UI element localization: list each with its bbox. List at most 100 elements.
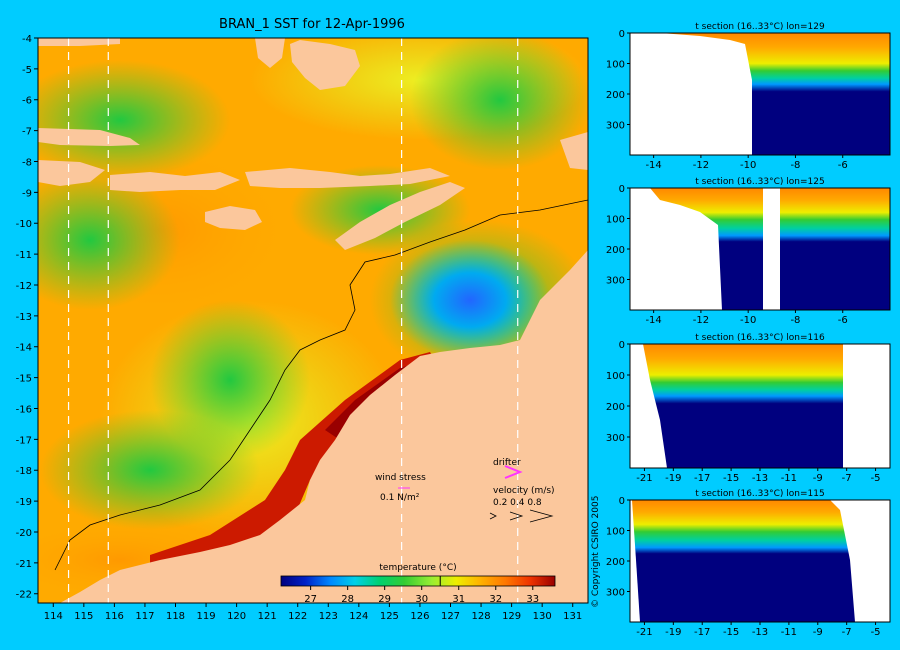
section-lines	[67, 38, 519, 603]
colorbar-tick-label: 33	[526, 594, 539, 605]
section-y-tick-label: 200	[606, 90, 625, 101]
x-tick-label: 122	[288, 611, 307, 622]
section-x-tick-label: -12	[693, 315, 709, 326]
island-flores	[245, 168, 450, 188]
drifter-marker-icon	[504, 465, 523, 479]
section-y-tick-label: 300	[606, 276, 625, 287]
section-title: t section (16..33°C) lon=115	[695, 489, 824, 499]
map-frame	[37, 37, 589, 604]
section-title: t section (16..33°C) lon=125	[695, 177, 824, 187]
section-x-tick-label: -21	[636, 627, 652, 638]
velocity-label: velocity (m/s)	[493, 486, 555, 496]
y-tick-label: -6	[22, 96, 32, 107]
x-tick-label: 127	[441, 611, 460, 622]
depth-sections: t section (16..33°C) lon=129 -14 -12 -10 -8 -…	[606, 22, 891, 638]
section-y-tick-label: 200	[606, 245, 625, 256]
section-seafloor-mask	[630, 188, 722, 310]
y-tick-label: -9	[22, 188, 32, 199]
x-tick-label: 128	[472, 611, 491, 622]
y-tick-label: -18	[16, 466, 32, 477]
section-x-tick-label: -13	[752, 473, 768, 484]
section-title: t section (16..33°C) lon=116	[695, 333, 825, 343]
island-java	[38, 128, 140, 146]
colorbar-tick-label: 27	[304, 594, 317, 605]
y-tick-label: -20	[16, 528, 32, 539]
section-y-tick-label: 300	[606, 588, 625, 599]
x-tick-label: 129	[502, 611, 521, 622]
x-tick-label: 114	[44, 611, 63, 622]
island-sulawesi-tip	[255, 38, 285, 68]
island-north	[290, 40, 360, 90]
y-tick-label: -14	[16, 343, 32, 354]
isobath-contour	[54, 199, 588, 571]
section-seafloor-mask	[822, 500, 890, 622]
colorbar	[280, 575, 556, 587]
island-bali	[38, 160, 105, 186]
colorbar-ticks: 27 28 29 30 31 32 33	[304, 576, 539, 605]
section-x-tick-label: -8	[790, 315, 800, 326]
y-tick-label: -16	[16, 404, 32, 415]
island-east	[560, 132, 588, 170]
section-seafloor-mask	[630, 344, 667, 468]
section-x-tick-label: -12	[693, 160, 709, 171]
x-tick-label: 118	[166, 611, 185, 622]
section-x-tick-label: -7	[842, 627, 852, 638]
depth-section-panel: t section (16..33°C) lon=115 -21 -19 -17 -15…	[606, 489, 891, 638]
section-seafloor-mask	[843, 344, 890, 468]
y-tick-label: -22	[16, 590, 32, 601]
x-tick-label: 130	[533, 611, 552, 622]
section-x-tick-label: -17	[694, 473, 710, 484]
section-y-tick-label: 300	[606, 121, 625, 132]
depth-section-panel: t section (16..33°C) lon=125 -14 -12 -10 -8 -…	[606, 177, 891, 326]
sst-patch	[390, 240, 550, 360]
section-x-tick-label: -9	[813, 473, 823, 484]
velocity-arrows-icon	[489, 509, 554, 523]
y-tick-label: -21	[16, 559, 32, 570]
y-tick-label: -8	[22, 157, 32, 168]
island-northwest	[38, 38, 120, 46]
section-x-tick-label: -19	[665, 627, 681, 638]
section-x-tick-label: -5	[871, 627, 881, 638]
sst-patch	[410, 38, 588, 170]
depth-section-panel: t section (16..33°C) lon=116 -21 -19 -17 -15…	[606, 333, 891, 484]
section-y-tick-label: 200	[606, 402, 625, 413]
x-tick-label: 123	[319, 611, 338, 622]
section-x-tick-label: -6	[838, 160, 848, 171]
section-x-tick-label: -13	[752, 627, 768, 638]
chart-title: BRAN_1 SST for 12-Apr-1996	[219, 17, 405, 32]
y-tick-label: -12	[16, 281, 32, 292]
section-x-tick-label: -14	[645, 160, 661, 171]
section-x-tick-label: -15	[723, 473, 739, 484]
y-tick-label: -10	[16, 219, 32, 230]
colorbar-tick-label: 29	[378, 594, 391, 605]
sst-map	[38, 38, 588, 603]
colorbar-tick-label: 30	[415, 594, 428, 605]
colorbar-tick-label: 31	[452, 594, 465, 605]
x-tick-label: 125	[380, 611, 399, 622]
section-y-tick-label: 0	[619, 340, 625, 351]
section-y-tick-label: 100	[606, 527, 625, 538]
section-x-tick-label: -15	[723, 627, 739, 638]
section-x-tick-label: -9	[813, 627, 823, 638]
y-tick-label: -17	[16, 435, 32, 446]
section-y-tick-label: 200	[606, 557, 625, 568]
section-x-tick-label: -11	[781, 627, 797, 638]
section-x-tick-label: -19	[665, 473, 681, 484]
section-x-tick-label: -11	[781, 473, 797, 484]
island-timor	[335, 182, 465, 250]
sst-patch	[40, 410, 260, 530]
colorbar-tick-label: 32	[489, 594, 502, 605]
section-y-tick-label: 100	[606, 60, 625, 71]
colorbar-tick-label: 28	[341, 594, 354, 605]
y-tick-label: -19	[16, 497, 32, 508]
island-lombok-sumbawa	[110, 172, 240, 192]
section-y-tick-label: 0	[619, 184, 625, 195]
section-y-tick-label: 100	[606, 215, 625, 226]
drifter-label: drifter	[493, 458, 521, 468]
colorbar-label: temperature (°C)	[379, 563, 456, 573]
section-x-tick-label: -6	[838, 315, 848, 326]
sst-patch	[38, 170, 180, 310]
section-y-tick-label: 300	[606, 433, 625, 444]
section-x-tick-label: -17	[694, 627, 710, 638]
